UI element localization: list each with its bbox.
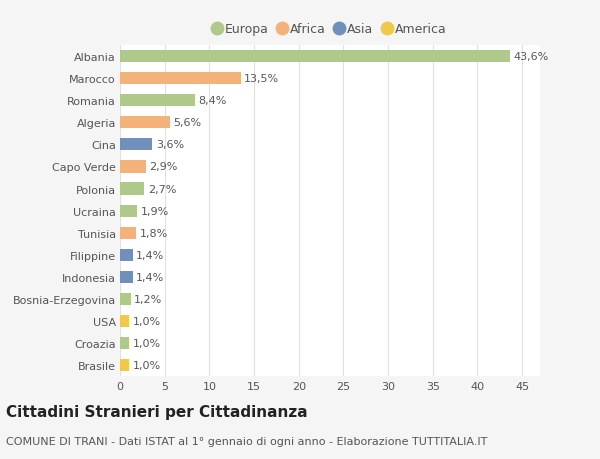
Bar	[120, 161, 146, 173]
Text: 3,6%: 3,6%	[156, 140, 184, 150]
Text: 43,6%: 43,6%	[513, 52, 548, 62]
Text: 1,4%: 1,4%	[136, 272, 164, 282]
Text: 13,5%: 13,5%	[244, 74, 280, 84]
Text: 5,6%: 5,6%	[173, 118, 202, 128]
Bar	[120, 293, 131, 305]
Text: 8,4%: 8,4%	[199, 96, 227, 106]
Text: 1,9%: 1,9%	[140, 206, 169, 216]
Text: 1,4%: 1,4%	[136, 250, 164, 260]
Bar	[120, 205, 137, 217]
Text: 1,2%: 1,2%	[134, 294, 163, 304]
Text: 2,7%: 2,7%	[148, 184, 176, 194]
Bar	[120, 117, 170, 129]
Legend: Europa, Africa, Asia, America: Europa, Africa, Asia, America	[214, 23, 446, 36]
Bar	[120, 95, 195, 107]
Text: 1,8%: 1,8%	[140, 228, 168, 238]
Text: 2,9%: 2,9%	[149, 162, 178, 172]
Text: 1,0%: 1,0%	[133, 316, 161, 326]
Text: 1,0%: 1,0%	[133, 338, 161, 348]
Bar	[120, 73, 241, 85]
Bar	[120, 139, 152, 151]
Text: COMUNE DI TRANI - Dati ISTAT al 1° gennaio di ogni anno - Elaborazione TUTTITALI: COMUNE DI TRANI - Dati ISTAT al 1° genna…	[6, 436, 487, 446]
Bar	[120, 271, 133, 283]
Text: Cittadini Stranieri per Cittadinanza: Cittadini Stranieri per Cittadinanza	[6, 404, 308, 419]
Bar	[120, 359, 129, 371]
Bar	[120, 337, 129, 349]
Bar	[120, 249, 133, 261]
Bar	[120, 227, 136, 239]
Bar	[120, 315, 129, 327]
Bar	[120, 183, 144, 195]
Text: 1,0%: 1,0%	[133, 360, 161, 370]
Bar	[120, 51, 509, 63]
